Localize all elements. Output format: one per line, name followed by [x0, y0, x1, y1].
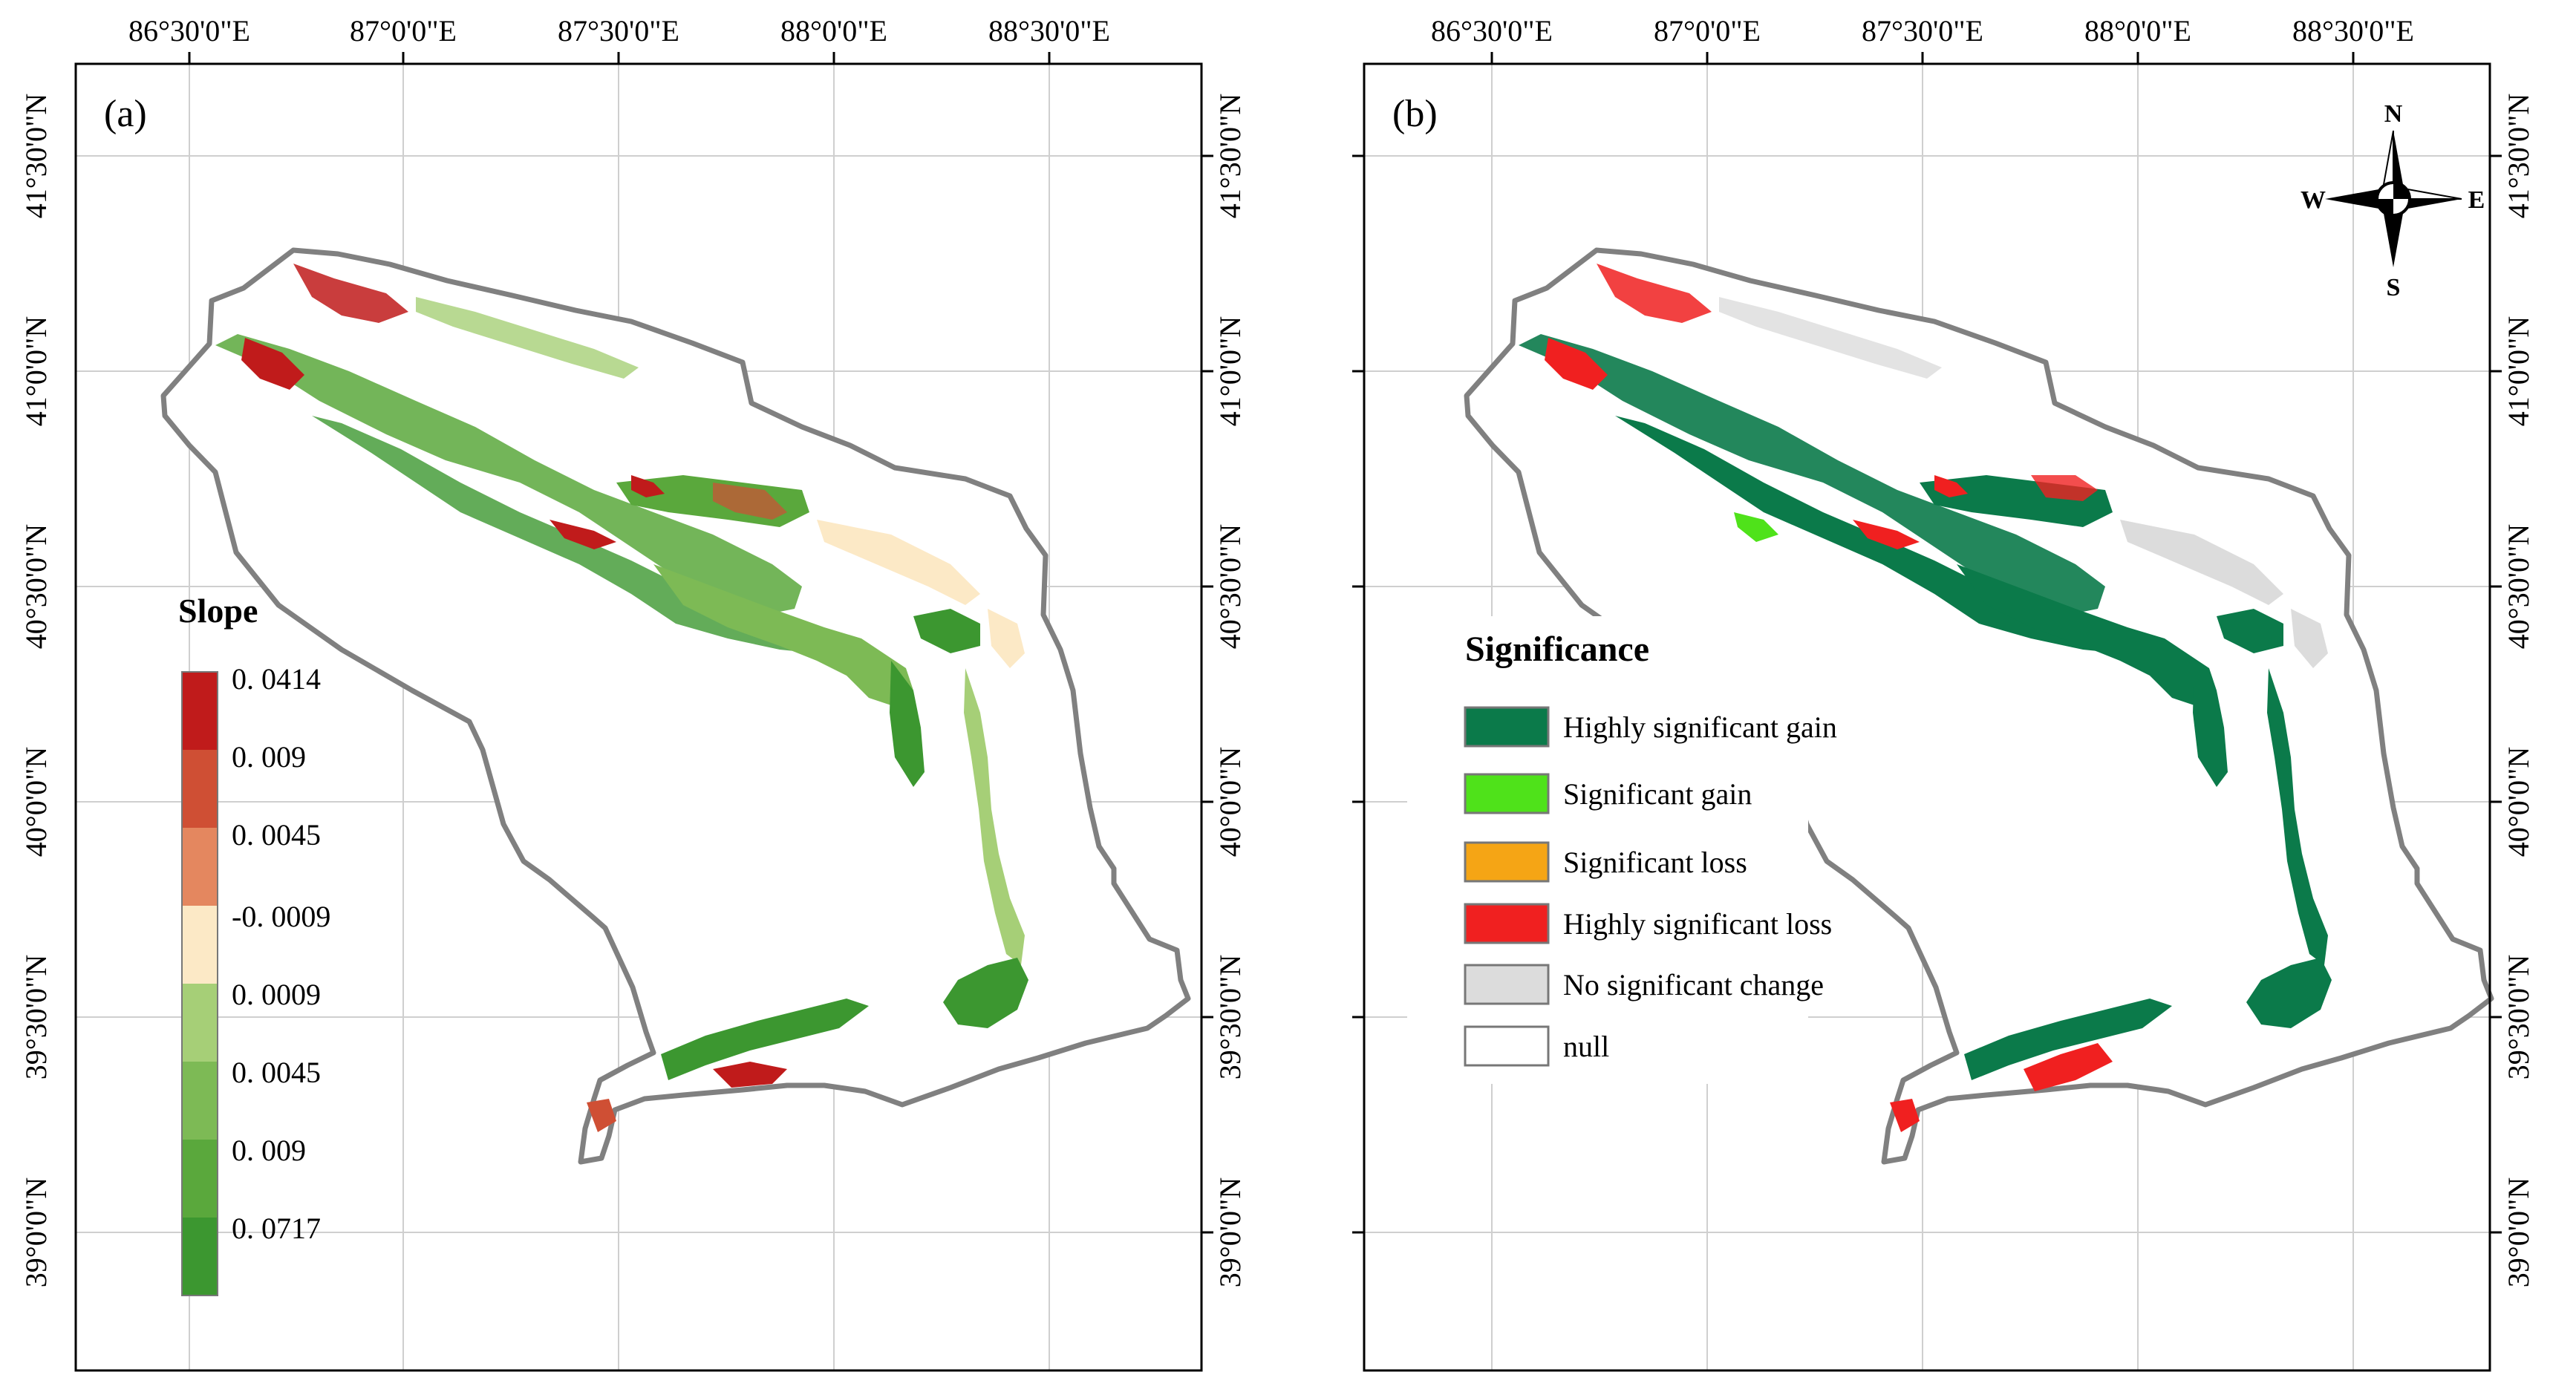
lat-left-5: 39°30'0"N: [19, 955, 53, 1079]
map-frame: [1363, 62, 2491, 1372]
slope-legend-label: 0. 009: [232, 1134, 306, 1167]
lon-label-3: 87°30'0"E: [1862, 14, 1983, 48]
compass-n-label: N: [2384, 100, 2403, 128]
slope-legend-label: 0. 0717: [232, 1212, 321, 1245]
slope-legend-title: Slope: [178, 592, 258, 630]
lon-label-1: 86°30'0"E: [1431, 14, 1553, 48]
panel-label-a: (a): [104, 93, 147, 135]
panel-b-significance-map: 86°30'0"E 87°0'0"E 87°30'0"E 88°0'0"E 88…: [1288, 0, 2576, 1388]
slope-legend-label: 0. 0045: [232, 818, 321, 852]
lon-label-4: 88°0'0"E: [780, 14, 887, 48]
slope-legend-swatch: [182, 1218, 218, 1295]
lon-label-5: 88°30'0"E: [988, 14, 1110, 48]
slope-raster: [215, 264, 1028, 1132]
slope-legend-label: 0. 0009: [232, 978, 321, 1011]
lon-label-2: 87°0'0"E: [350, 14, 457, 48]
lon-label-2: 87°0'0"E: [1654, 14, 1761, 48]
lat-left-3: 40°30'0"N: [19, 524, 53, 649]
legend-swatch: [1464, 903, 1550, 944]
compass-e-label: E: [2468, 186, 2485, 214]
legend-item-label: null: [1563, 1030, 1609, 1063]
lat-right-1: 41°30'0"N: [1213, 94, 1247, 218]
lat-right-3: 40°30'0"N: [2502, 524, 2535, 649]
lat-left-1: 41°30'0"N: [19, 94, 53, 218]
slope-legend-swatch: [182, 1140, 218, 1218]
compass-w-label: W: [2301, 186, 2326, 214]
lat-right-2: 41°0'0"N: [2502, 316, 2535, 426]
slope-legend-label: -0. 0009: [232, 900, 330, 933]
significance-raster: [1519, 264, 2332, 1132]
lat-right-6: 39°0'0"N: [2502, 1177, 2535, 1287]
significance-legend-title: Significance: [1465, 630, 1649, 669]
lon-label-3: 87°30'0"E: [558, 14, 679, 48]
compass-s-label: S: [2387, 274, 2401, 301]
slope-legend-swatch: [182, 828, 218, 906]
legend-swatch: [1464, 773, 1550, 814]
lat-right-4: 40°0'0"N: [2502, 747, 2535, 857]
compass-rose-icon: N S E W: [2301, 100, 2485, 301]
slope-legend-frame: [181, 671, 218, 1296]
map-frame: [74, 62, 1203, 1372]
slope-legend-label: 0. 009: [232, 740, 306, 774]
significance-legend-swatches: [1464, 706, 1550, 1067]
slope-legend-swatches: [181, 671, 218, 1296]
slope-legend-swatch: [182, 984, 218, 1062]
lat-right-3: 40°30'0"N: [1213, 524, 1247, 649]
legend-swatch: [1464, 706, 1550, 748]
panel-b-svg: 86°30'0"E 87°0'0"E 87°30'0"E 88°0'0"E 88…: [1352, 14, 2535, 1372]
legend-item-label: Highly significant loss: [1563, 907, 1832, 941]
legend-swatch: [1464, 1025, 1550, 1067]
panel-a-slope-map: 86°30'0"E 87°0'0"E 87°30'0"E 88°0'0"E 88…: [0, 0, 1288, 1388]
lon-label-5: 88°30'0"E: [2292, 14, 2414, 48]
panel-a-svg: 86°30'0"E 87°0'0"E 87°30'0"E 88°0'0"E 88…: [19, 14, 1247, 1372]
lat-right-4: 40°0'0"N: [1213, 747, 1247, 857]
tick-marks: [188, 52, 1213, 1234]
lat-right-5: 39°30'0"N: [1213, 955, 1247, 1079]
panel-label-b: (b): [1392, 93, 1438, 135]
legend-item-label: Significant gain: [1563, 777, 1752, 811]
slope-legend-swatch: [182, 750, 218, 828]
slope-legend-swatch: [182, 906, 218, 984]
lat-left-2: 41°0'0"N: [19, 316, 53, 426]
lat-right-1: 41°30'0"N: [2502, 94, 2535, 218]
lat-left-6: 39°0'0"N: [19, 1177, 53, 1287]
lat-left-4: 40°0'0"N: [19, 747, 53, 857]
legend-item-label: Significant loss: [1563, 846, 1747, 879]
lat-right-5: 39°30'0"N: [2502, 955, 2535, 1079]
slope-legend-label: 0. 0414: [232, 662, 321, 696]
tick-marks: [1352, 52, 2502, 1234]
legend-item-label: Highly significant gain: [1563, 710, 1837, 744]
lon-label-1: 86°30'0"E: [128, 14, 250, 48]
slope-legend: Slope 0. 0414 0. 009 0. 0045 -0. 0009 0.…: [178, 592, 330, 1296]
legend-item-label: No significant change: [1563, 968, 1824, 1001]
slope-legend-swatch: [182, 672, 218, 750]
legend-swatch: [1464, 841, 1550, 883]
slope-legend-label: 0. 0045: [232, 1056, 321, 1089]
significance-legend: Significance Highly significant gain Sig…: [1407, 616, 1837, 1084]
legend-swatch: [1464, 964, 1550, 1005]
lat-right-6: 39°0'0"N: [1213, 1177, 1247, 1287]
lon-label-4: 88°0'0"E: [2084, 14, 2191, 48]
lat-right-2: 41°0'0"N: [1213, 316, 1247, 426]
slope-legend-swatch: [182, 1062, 218, 1140]
